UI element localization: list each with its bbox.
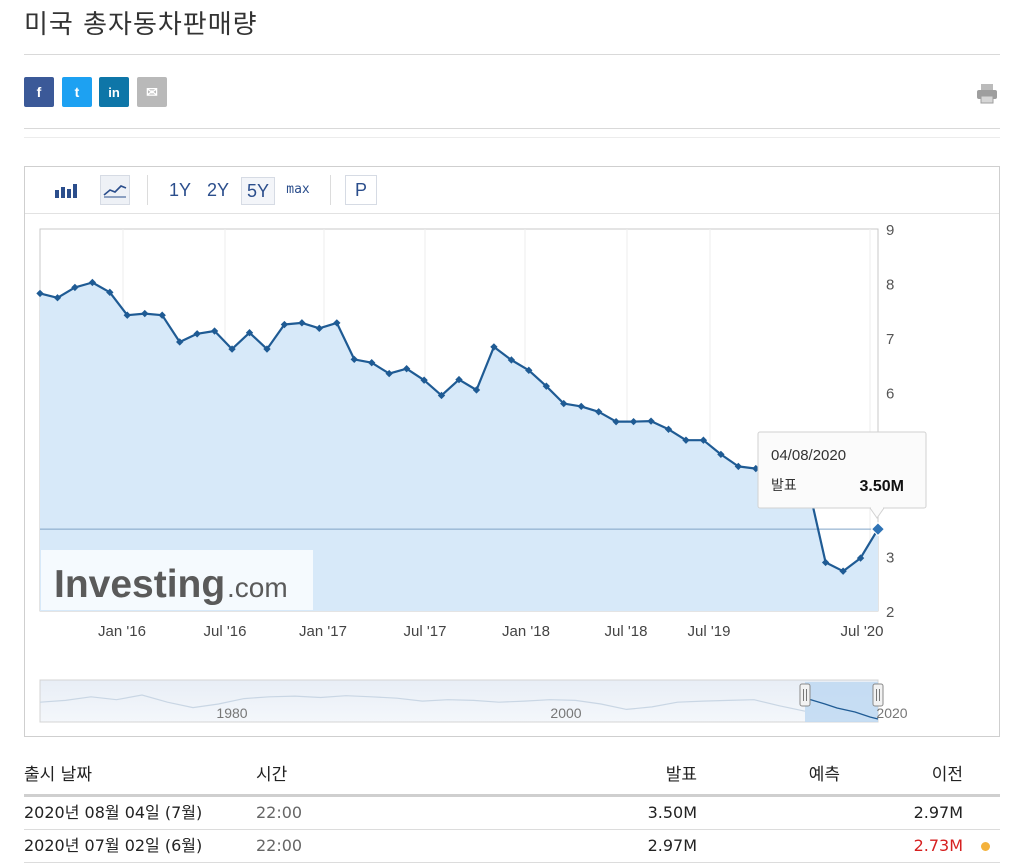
- x-tick-label: Jan '18: [502, 623, 550, 640]
- data-point: [437, 391, 446, 400]
- range-max-button[interactable]: max: [286, 182, 310, 197]
- divider: [24, 54, 1000, 55]
- data-point: [88, 278, 97, 287]
- data-point: [490, 343, 498, 351]
- tooltip-value: 3.50M: [860, 478, 904, 495]
- navigator-area: [39, 679, 879, 723]
- data-point: [734, 462, 743, 471]
- print-icon[interactable]: [976, 82, 998, 104]
- tooltip-date: 04/08/2020: [771, 447, 846, 464]
- period-button[interactable]: P: [345, 175, 377, 205]
- data-point: [123, 311, 131, 319]
- row-previous: 2.73M: [913, 836, 963, 855]
- twitter-share-button[interactable]: t: [62, 77, 92, 107]
- range-2y-button[interactable]: 2Y: [206, 180, 230, 200]
- data-point: [333, 319, 341, 327]
- navigator-history-line: [39, 694, 806, 712]
- page-title: 미국 총자동차판매량: [24, 10, 258, 40]
- tooltip-box: [757, 431, 927, 509]
- data-point: [228, 345, 236, 353]
- x-tick-label: Jul '16: [204, 623, 247, 640]
- navigator[interactable]: 1980 2000 2020: [39, 679, 908, 723]
- header-actual: 발표: [665, 765, 697, 785]
- data-point: [699, 436, 708, 444]
- x-tick-label: Jan '16: [98, 623, 146, 640]
- linkedin-share-button[interactable]: in: [99, 77, 129, 107]
- divider: [24, 128, 1000, 129]
- x-tick-label: Jul '20: [841, 623, 884, 640]
- area-chart-icon[interactable]: [100, 175, 130, 205]
- row-date: 2020년 07월 02일 (6월): [24, 836, 203, 855]
- y-tick-label: 8: [886, 277, 894, 294]
- navigator-year-label: 1980: [216, 705, 247, 721]
- header-time: 시간: [256, 765, 288, 785]
- data-point: [856, 554, 865, 562]
- navigator-handle[interactable]: [872, 683, 884, 707]
- data-point: [560, 399, 568, 408]
- data-point: [210, 327, 219, 335]
- y-tick-label: 6: [886, 386, 894, 403]
- revision-dot-icon: [981, 842, 990, 851]
- header-forecast: 예측: [808, 765, 840, 785]
- mail-share-button[interactable]: ✉: [137, 77, 167, 107]
- navigator-year-label: 2000: [550, 705, 581, 721]
- watermark-bg: [41, 550, 313, 610]
- divider: [24, 137, 1000, 138]
- x-tick-label: Jul '18: [605, 623, 648, 640]
- row-time: 22:00: [256, 836, 303, 855]
- data-point: [385, 369, 393, 378]
- watermark: Investing: [54, 563, 225, 606]
- x-tick-label: Jan '17: [299, 623, 347, 640]
- y-tick-label: 2: [886, 604, 894, 621]
- x-tick-label: Jul '17: [404, 623, 447, 640]
- data-point: [176, 338, 184, 346]
- tooltip-label: 발표: [771, 477, 797, 493]
- navigator-handle[interactable]: [799, 683, 811, 707]
- toolbar-separator: [147, 175, 148, 205]
- toolbar-separator: [330, 175, 331, 205]
- y-tick-label: 9: [886, 222, 894, 239]
- header-date: 출시 날짜: [24, 765, 92, 785]
- chart-container: 1Y 2Y 5Y max P 23456789Investing.comJan …: [24, 166, 1000, 737]
- facebook-share-button[interactable]: f: [24, 77, 54, 107]
- header-previous: 이전: [931, 765, 963, 785]
- row-date: 2020년 08월 04일 (7월): [24, 803, 203, 822]
- data-point: [53, 294, 62, 302]
- y-tick-label: 3: [886, 549, 894, 566]
- table-row: 2020년 08월 04일 (7월) 22:00 3.50M 2.97M: [24, 797, 1000, 830]
- data-point: [542, 382, 550, 390]
- data-point: [36, 289, 44, 298]
- bar-chart-icon[interactable]: [51, 175, 81, 205]
- hover-point: [870, 522, 886, 537]
- chart-toolbar: 1Y 2Y 5Y max P: [25, 167, 999, 214]
- table-header: 출시 날짜 시간 발표 예측 이전: [24, 756, 1000, 797]
- x-tick-label: Jul '19: [688, 623, 731, 640]
- row-time: 22:00: [256, 803, 303, 822]
- range-5y-button[interactable]: 5Y: [241, 177, 275, 205]
- history-table: 출시 날짜 시간 발표 예측 이전 2020년 08월 04일 (7월) 22:…: [24, 756, 1000, 863]
- data-point: [455, 375, 463, 384]
- navigator-selected-line: [804, 697, 879, 720]
- watermark-suffix: .com: [227, 572, 288, 603]
- range-1y-button[interactable]: 1Y: [168, 180, 192, 200]
- tooltip: 04/08/2020 발표 3.50M: [757, 431, 927, 519]
- data-point: [106, 288, 114, 297]
- row-previous: 2.97M: [913, 803, 963, 822]
- row-actual: 2.97M: [647, 836, 697, 855]
- table-row: 2020년 07월 02일 (6월) 22:00 2.97M 2.73M: [24, 830, 1000, 863]
- y-tick-label: 7: [886, 331, 894, 348]
- data-point: [839, 567, 847, 575]
- data-point: [682, 436, 690, 444]
- row-actual: 3.50M: [647, 803, 697, 822]
- navigator-year-label: 2020: [876, 705, 907, 721]
